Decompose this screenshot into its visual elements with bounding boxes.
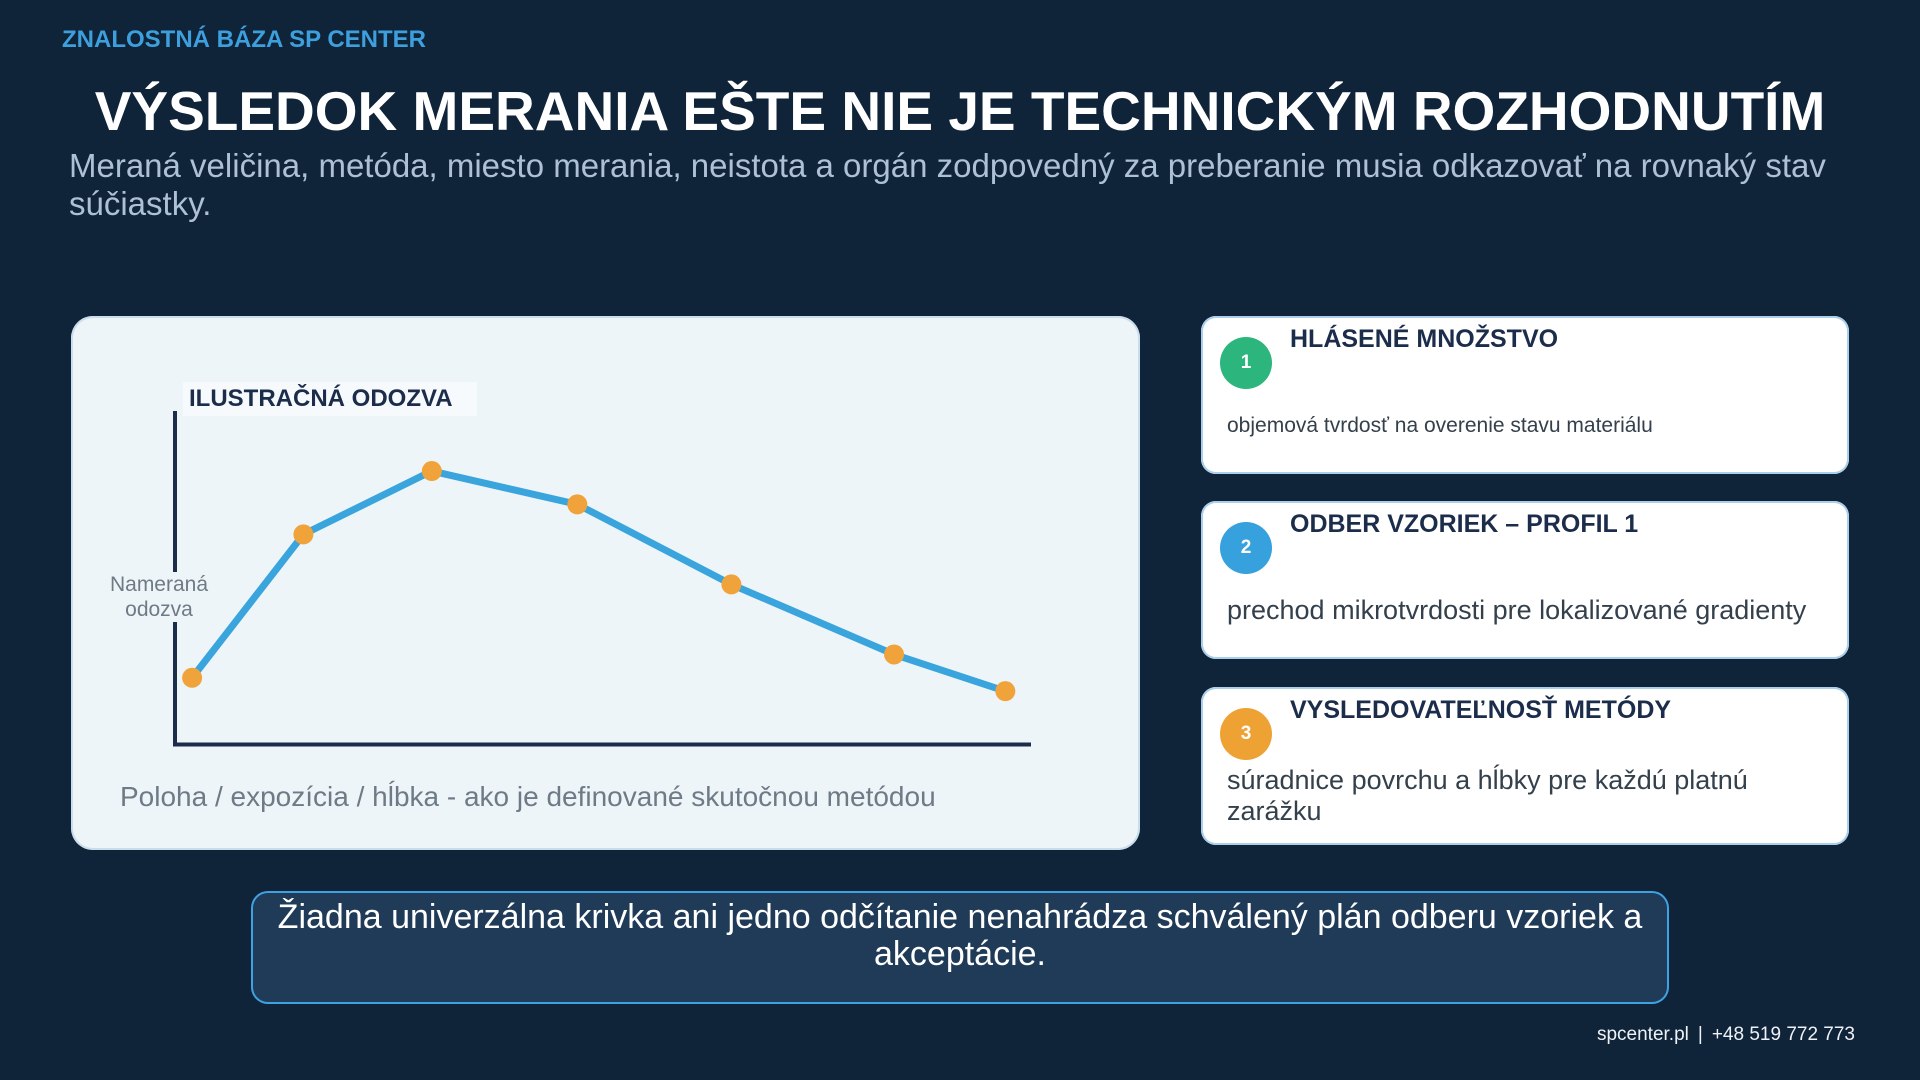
callout-text: Žiadna univerzálna krivka ani jedno odčí… [277,898,1643,973]
x-axis-label: Poloha / expozícia / hĺbka - ako je defi… [120,781,936,812]
info-card-reported-quantity: 1 HLÁSENÉ MNOŽSTVO objemová tvrdosť na o… [1201,316,1849,474]
footer-contact: spcenter.pl | +48 519 772 773 [1597,1023,1855,1047]
card-title: HLÁSENÉ MNOŽSTVO [1290,325,1559,353]
data-point [567,494,588,515]
data-point [995,681,1016,702]
info-card-sampling-profile: 2 ODBER VZORIEK – PROFIL 1 prechod mikro… [1201,501,1849,659]
step-badge: 1 [1220,337,1272,389]
data-point [421,461,442,482]
y-axis-label: Nameraná odozva [104,572,214,622]
chart-title: ILUSTRAČNÁ ODOZVA [183,382,477,416]
card-title: ODBER VZORIEK – PROFIL 1 [1290,510,1639,538]
response-chart [173,411,1031,747]
chart-panel: ILUSTRAČNÁ ODOZVA Nameraná odozva Poloha… [71,316,1140,850]
footer-phone: +48 519 772 773 [1711,1024,1855,1045]
slide-subtitle: Meraná veličina, metóda, miesto merania,… [69,147,1826,222]
data-point [884,644,905,665]
response-line [188,467,1009,695]
card-title: VYSLEDOVATEĽNOSŤ METÓDY [1290,696,1672,724]
card-description: súradnice povrchu a hĺbky pre každú plat… [1227,765,1748,826]
slide-title: VÝSLEDOK MERANIA EŠTE NIE JE TECHNICKÝM … [94,80,1826,142]
info-card-method-traceability: 3 VYSLEDOVATEĽNOSŤ METÓDY súradnice povr… [1201,687,1849,845]
callout-banner: Žiadna univerzálna krivka ani jedno odčí… [251,891,1669,1004]
data-point [182,667,203,688]
card-description: objemová tvrdosť na overenie stavu mater… [1227,414,1653,437]
data-point [293,524,314,545]
footer-website: spcenter.pl [1596,1024,1689,1045]
kicker-label: ZNALOSTNÁ BÁZA SP CENTER [62,26,427,53]
step-badge: 3 [1220,708,1272,760]
data-point [721,574,742,595]
card-description: prechod mikrotvrdosti pre lokalizované g… [1227,595,1807,625]
step-badge: 2 [1220,522,1272,574]
footer-separator: | [1697,1024,1703,1045]
